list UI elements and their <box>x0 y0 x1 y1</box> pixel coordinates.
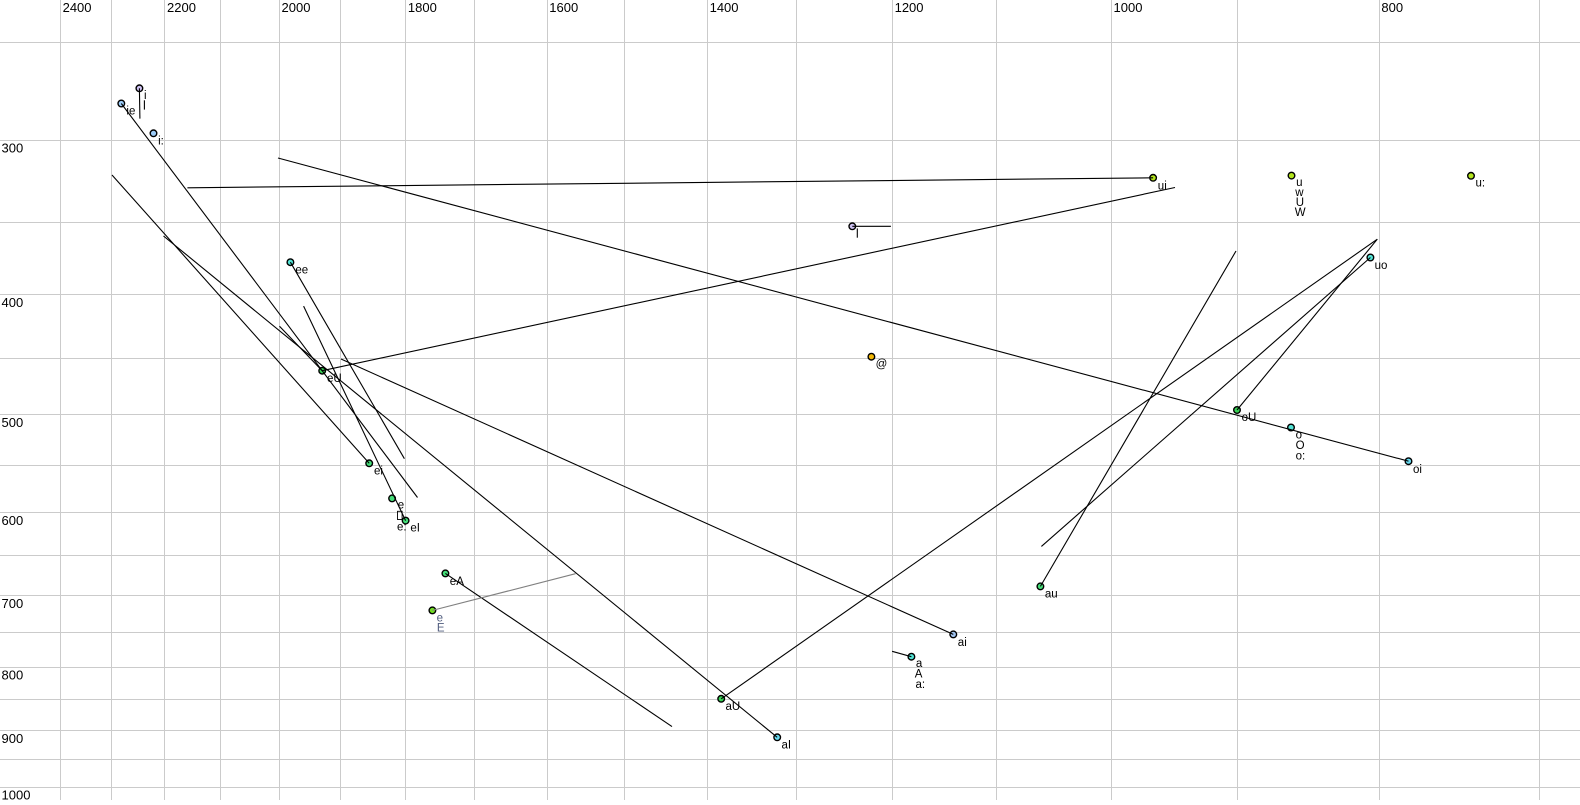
svg-text:aI: aI <box>782 740 792 752</box>
svg-text:e: e <box>398 500 404 512</box>
svg-text:oi: oi <box>1413 464 1422 476</box>
svg-text:oU: oU <box>1242 412 1257 424</box>
svg-text:@: @ <box>876 359 888 371</box>
svg-text:1200: 1200 <box>895 0 924 15</box>
svg-text:1400: 1400 <box>710 0 739 15</box>
svg-text:eU: eU <box>327 373 342 385</box>
svg-text:1800: 1800 <box>408 0 437 15</box>
svg-text:E: E <box>437 623 445 635</box>
svg-text:w: w <box>1294 187 1304 199</box>
svg-text:O: O <box>1296 440 1305 452</box>
svg-text:900: 900 <box>2 731 24 746</box>
svg-text:ai: ai <box>958 637 967 649</box>
svg-text:U: U <box>1296 197 1304 209</box>
svg-text:2000: 2000 <box>282 0 311 15</box>
svg-text:2200: 2200 <box>167 0 196 15</box>
svg-text:aU: aU <box>726 701 741 713</box>
svg-text:1000: 1000 <box>1114 0 1143 15</box>
svg-text:u:: u: <box>1476 177 1486 189</box>
svg-text:ee: ee <box>295 265 308 277</box>
svg-text:800: 800 <box>1381 0 1403 15</box>
svg-text:i: i <box>144 90 147 102</box>
svg-text:400: 400 <box>2 295 24 310</box>
svg-text:2400: 2400 <box>63 0 92 15</box>
svg-text:u: u <box>1296 177 1302 189</box>
svg-text:uo: uo <box>1375 260 1388 272</box>
svg-text:1600: 1600 <box>549 0 578 15</box>
svg-text:ei: ei <box>374 465 383 477</box>
svg-text:1000: 1000 <box>2 788 31 800</box>
svg-text:800: 800 <box>2 668 24 683</box>
svg-text:ie: ie <box>126 105 135 117</box>
svg-text:e:: e: <box>397 522 407 534</box>
svg-text:300: 300 <box>2 140 24 155</box>
svg-text:a:: a: <box>916 679 926 691</box>
svg-text:e: e <box>437 613 443 625</box>
svg-text:ui: ui <box>1158 180 1167 192</box>
svg-text:o:: o: <box>1296 451 1306 463</box>
svg-text:700: 700 <box>2 596 24 611</box>
svg-text:o: o <box>1296 430 1302 442</box>
svg-text:600: 600 <box>2 513 24 528</box>
svg-text:eI: eI <box>410 522 420 534</box>
svg-text:i:: i: <box>158 135 164 147</box>
svg-text:500: 500 <box>2 415 24 430</box>
svg-text:eA: eA <box>450 576 464 588</box>
svg-text:a: a <box>916 658 923 670</box>
svg-text:au: au <box>1045 588 1058 600</box>
svg-text:W: W <box>1295 207 1306 219</box>
svg-text:A: A <box>915 669 923 681</box>
